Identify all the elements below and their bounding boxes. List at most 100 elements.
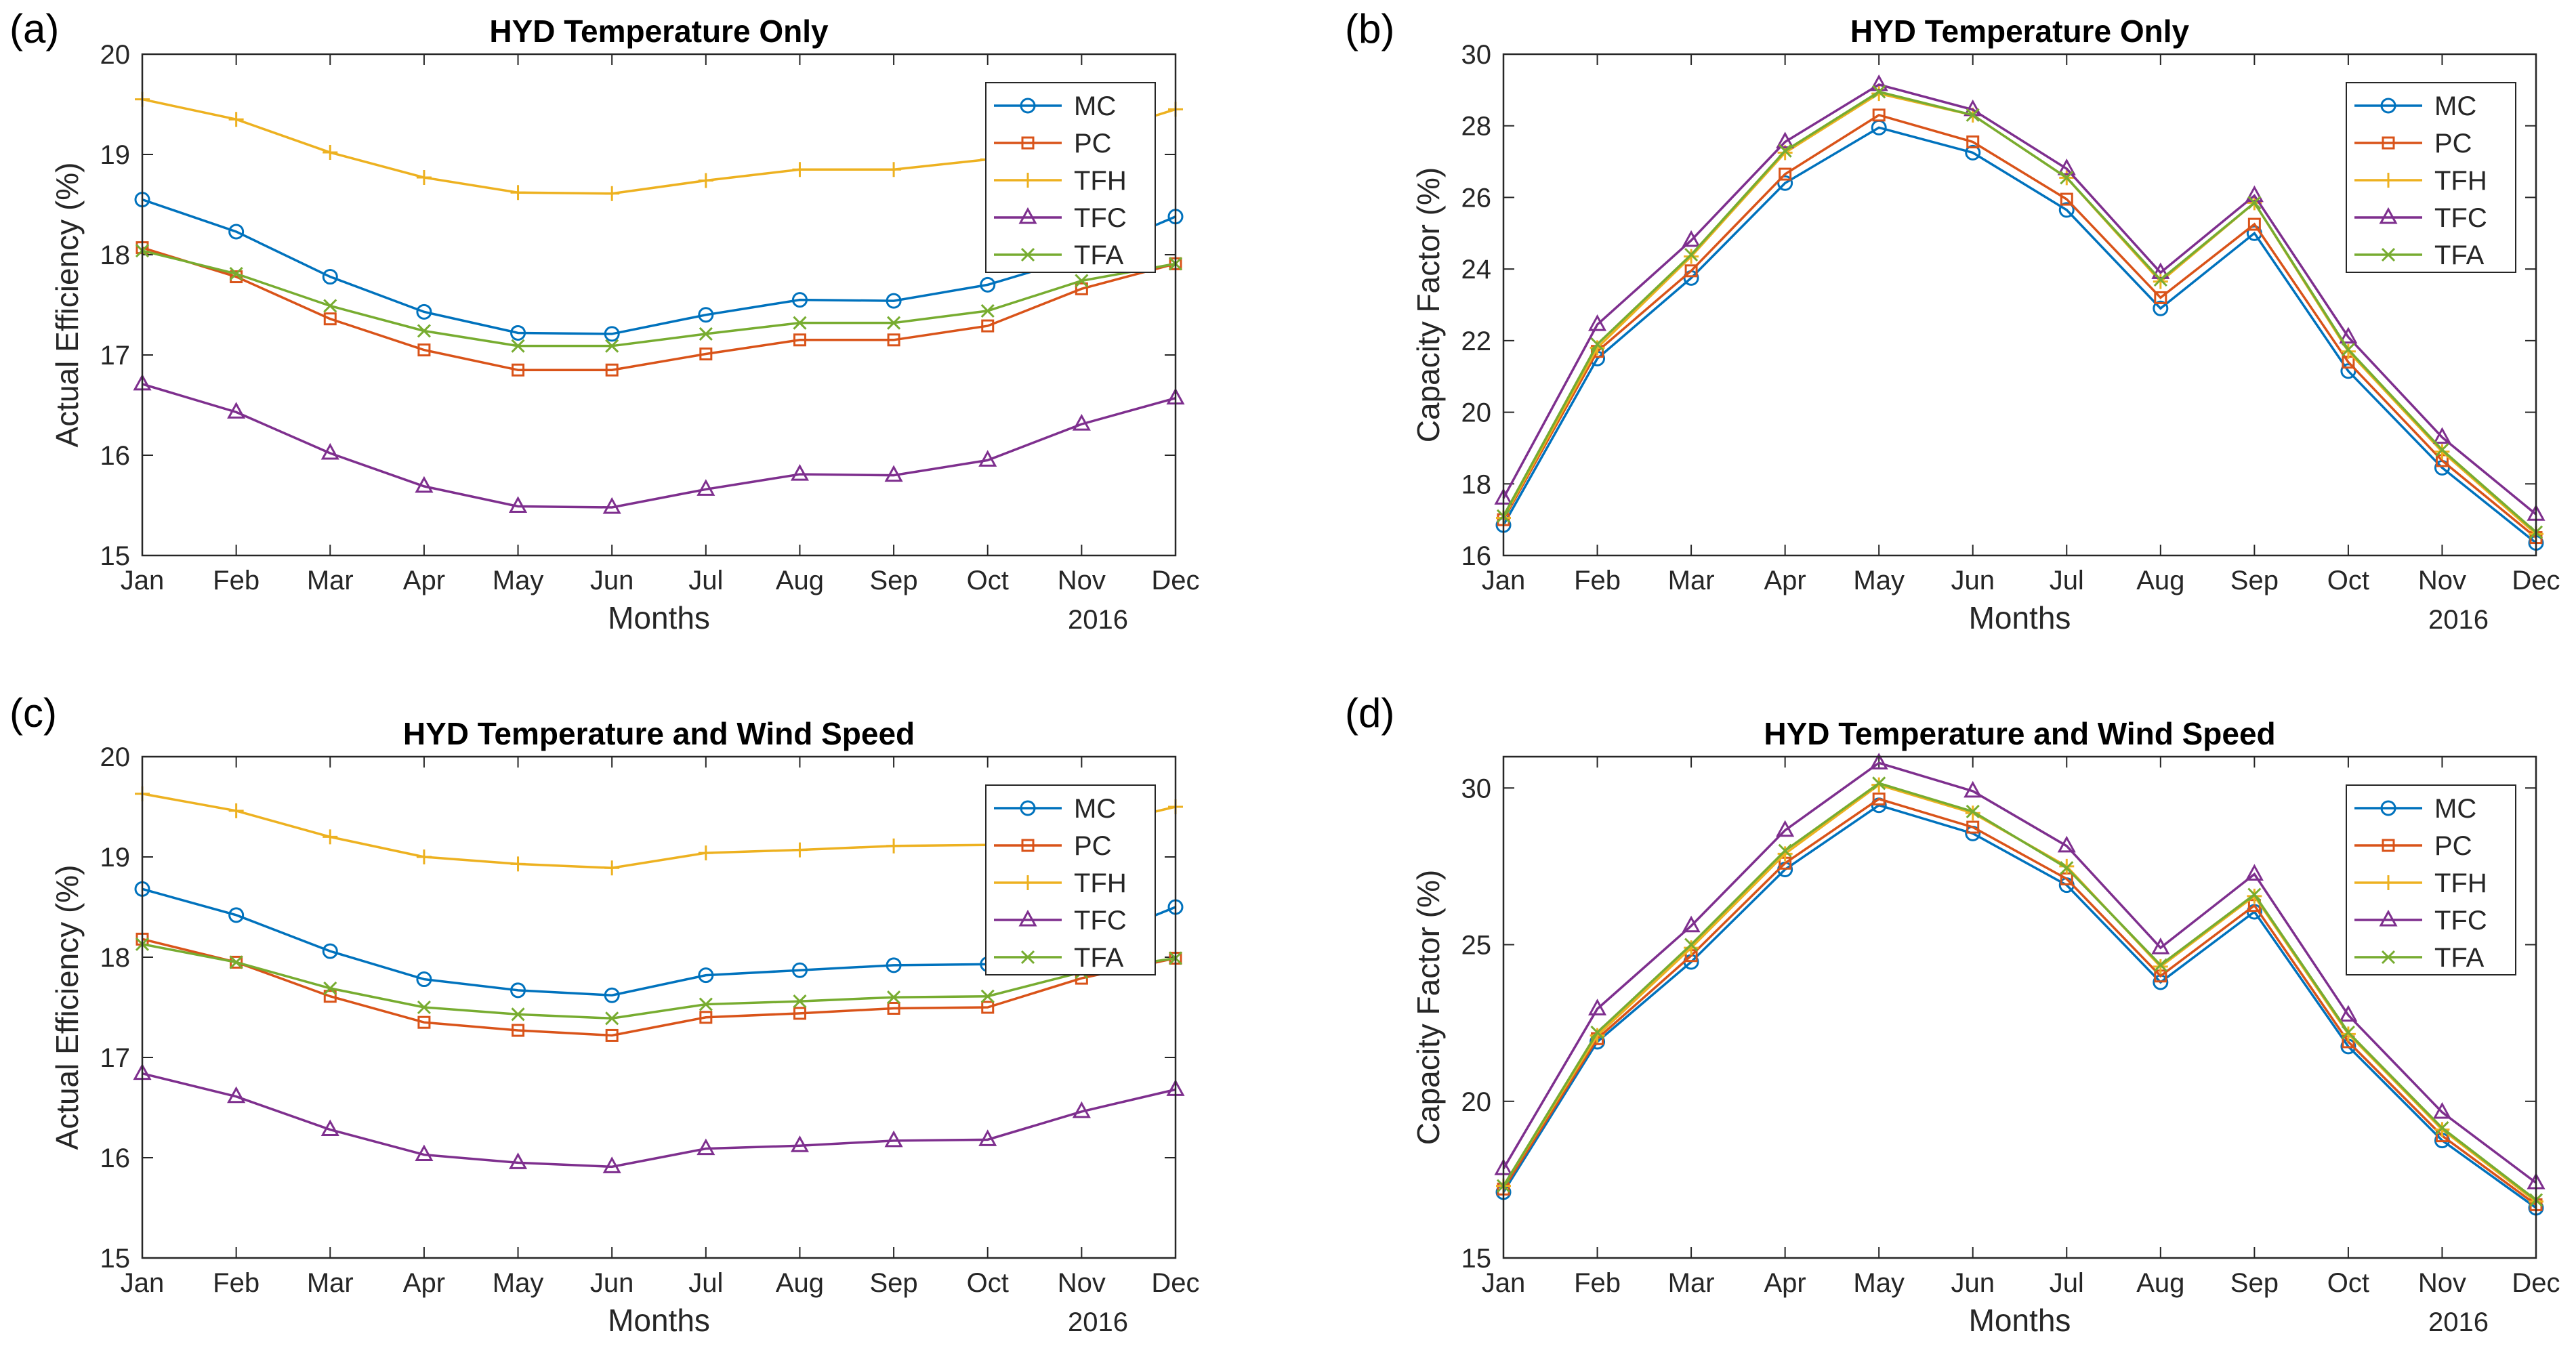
data-point-mc [791, 962, 808, 978]
data-point-tfa [1966, 108, 1980, 122]
y-tick-label: 30 [1461, 774, 1492, 803]
data-point-mc [2153, 300, 2169, 316]
y-axis-label: Actual Efficiency (%) [49, 865, 85, 1150]
data-point-tfa [2153, 272, 2167, 287]
data-point-tfc [415, 1144, 434, 1162]
series-line-mc [1502, 803, 2537, 1209]
data-point-tfa [417, 1000, 431, 1015]
data-point-pc [793, 1007, 806, 1020]
data-point-mc [604, 326, 620, 342]
x-tick-label: Nov [2418, 566, 2466, 595]
legend-marker-tfa [2381, 950, 2396, 965]
data-point-mc [886, 957, 902, 973]
series-tfc [1494, 74, 2546, 521]
data-point-tfh [2340, 343, 2356, 359]
x-tick-label: Apr [1764, 566, 1806, 595]
legend-marker-pc [2382, 839, 2395, 852]
series-line-tfc [142, 383, 1176, 509]
data-point-tfc [2151, 938, 2170, 954]
x-tick-label: Jul [2050, 1268, 2084, 1298]
data-point-tfa [980, 989, 995, 1003]
data-point-tfa [1075, 274, 1089, 288]
x-tick-label: Aug [2136, 566, 2184, 595]
data-point-tfa [2435, 1121, 2449, 1135]
data-point-mc [510, 324, 526, 341]
y-axis-label: Capacity Factor (%) [1411, 870, 1446, 1145]
panel-label-d: (d) [1345, 690, 1395, 736]
data-point-tfh [1684, 249, 1699, 264]
legend-label-tfa: TFA [1074, 240, 1124, 270]
x-tick-label: Feb [213, 566, 259, 595]
data-point-tfh [698, 845, 713, 861]
x-tick-label: Nov [1058, 1268, 1106, 1298]
data-point-pc [512, 363, 525, 377]
series-line-tfa [1502, 782, 2537, 1201]
data-point-pc [981, 1001, 995, 1014]
legend-label-tfa: TFA [2434, 943, 2485, 973]
x-tick-label: Oct [2327, 1268, 2369, 1298]
y-tick-label: 16 [100, 1143, 131, 1173]
x-axis-label: Months [1969, 1303, 2071, 1338]
data-point-pc [323, 312, 337, 326]
data-point-mc [416, 303, 432, 320]
data-point-pc [417, 1015, 431, 1029]
data-point-tfa [1684, 938, 1699, 952]
data-point-tfa [2341, 343, 2355, 357]
x-tick-label: Jan [1482, 1268, 1526, 1298]
data-point-tfc [1964, 780, 1982, 798]
data-point-pc [2060, 192, 2073, 206]
year-label: 2016 [1068, 1307, 1128, 1337]
panel-label-b: (b) [1345, 6, 1395, 51]
series-line-tfc [142, 1072, 1176, 1169]
year-label: 2016 [1068, 605, 1128, 635]
data-point-tfc [1682, 915, 1701, 933]
data-point-pc [512, 1024, 525, 1037]
data-point-tfh [2434, 444, 2450, 459]
y-tick-label: 26 [1461, 183, 1492, 213]
data-point-tfa [605, 339, 619, 353]
data-point-tfc [2057, 159, 2076, 175]
data-point-tfh [2153, 274, 2168, 289]
series-tfc [1494, 753, 2546, 1190]
data-point-mc [791, 292, 808, 308]
data-point-tfc [227, 1086, 246, 1104]
data-point-pc [2154, 291, 2167, 304]
data-point-mc [980, 276, 996, 293]
series-tfc [133, 1063, 1185, 1173]
data-point-tfa [1778, 144, 1792, 158]
data-point-tfh [1777, 846, 1793, 862]
data-point-pc [417, 343, 431, 357]
legend: MC PC TFH TFC TFA [985, 784, 1156, 975]
series-tfa [135, 937, 1183, 1026]
data-point-mc [228, 907, 245, 923]
legend-label-tfa: TFA [2434, 240, 2485, 270]
data-point-tfc [2339, 1005, 2358, 1022]
data-point-pc [887, 333, 900, 347]
y-tick-label: 17 [100, 341, 131, 371]
y-tick-label: 19 [100, 843, 131, 873]
legend-label-pc: PC [2434, 129, 2472, 159]
legend-box [985, 82, 1156, 273]
data-point-tfa [2435, 443, 2449, 457]
axes-box [1502, 755, 2537, 1259]
data-point-mc [698, 307, 714, 323]
legend-marker-mc [2380, 800, 2396, 816]
data-point-tfa [1872, 776, 1886, 791]
chart-d: HYD Temperature and Wind Speed 15 20 25 30 Ja… [1411, 716, 2560, 1338]
x-tick-label: Dec [1151, 566, 1199, 595]
data-point-tfh [792, 162, 808, 177]
y-tick-label: 15 [1461, 1244, 1492, 1274]
legend-marker-tfc [2379, 909, 2398, 927]
year-label: 2016 [2428, 1307, 2489, 1337]
legend-label-pc: PC [2434, 831, 2472, 861]
data-point-mc [510, 982, 526, 999]
data-point-tfa [2060, 861, 2074, 875]
chart-title: HYD Temperature and Wind Speed [403, 716, 915, 751]
data-point-tfc [697, 479, 715, 496]
y-tick-label: 20 [100, 40, 131, 70]
legend-label-tfc: TFC [1074, 906, 1127, 936]
legend-label-mc: MC [2434, 794, 2476, 824]
legend: MC PC TFH TFC TFA [985, 82, 1156, 273]
data-point-tfh [2434, 1122, 2450, 1137]
data-point-pc [793, 333, 806, 347]
